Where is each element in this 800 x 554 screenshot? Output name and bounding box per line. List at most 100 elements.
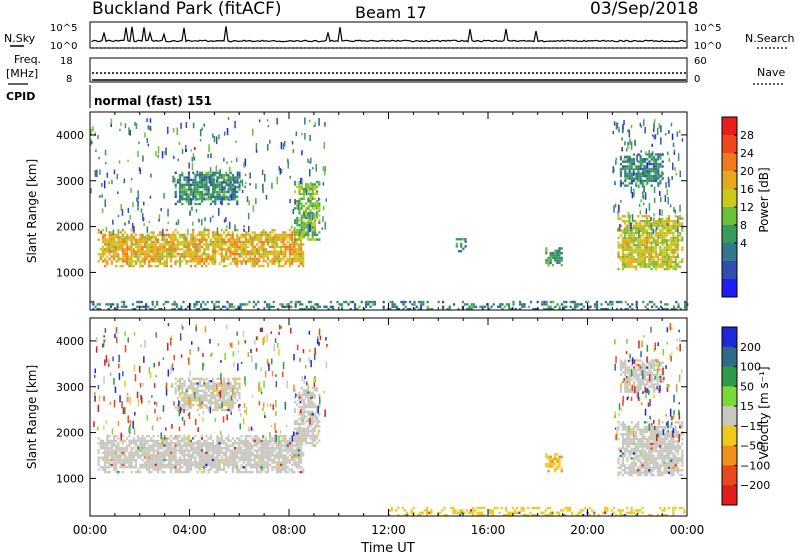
heatmap-cell	[223, 190, 225, 198]
heatmap-cell	[203, 250, 206, 253]
heatmap-cell	[284, 446, 287, 450]
heatmap-cell	[282, 238, 285, 241]
heatmap-cell	[554, 259, 557, 262]
heatmap-cell	[503, 305, 506, 308]
heatmap-cell	[632, 440, 635, 443]
heatmap-cell	[619, 182, 622, 185]
heatmap-cell	[307, 231, 310, 234]
heatmap-cell	[209, 384, 212, 388]
heatmap-cell	[212, 389, 215, 392]
heatmap-cell	[302, 209, 305, 212]
heatmap-cell	[650, 253, 653, 256]
heatmap-cell	[201, 195, 204, 198]
heatmap-cell	[225, 401, 228, 404]
heatmap-cell	[648, 241, 651, 244]
heatmap-cell	[194, 466, 197, 469]
heatmap-cell	[648, 227, 651, 230]
heatmap-cell	[661, 253, 664, 256]
heatmap-cell	[227, 387, 230, 390]
heatmap-cell	[260, 451, 263, 455]
heatmap-cell	[617, 251, 620, 254]
heatmap-cell	[225, 389, 228, 392]
heatmap-cell	[220, 468, 223, 471]
heatmap-cell	[630, 124, 633, 129]
heatmap-cell	[226, 225, 228, 229]
heatmap-cell	[402, 300, 405, 304]
heatmap-cell	[639, 154, 641, 157]
heatmap-cell	[238, 392, 241, 395]
heatmap-cell	[624, 442, 627, 446]
heatmap-cell	[301, 178, 303, 185]
heatmap-cell	[244, 158, 247, 167]
heatmap-cell	[574, 303, 577, 306]
heatmap-cell	[318, 403, 321, 406]
heatmap-cell	[201, 377, 204, 380]
heatmap-cell	[198, 454, 201, 457]
heatmap-cell	[642, 300, 645, 304]
heatmap-cell	[212, 176, 215, 179]
heatmap-cell	[137, 150, 139, 157]
heatmap-cell	[110, 451, 113, 455]
heatmap-cell	[104, 451, 107, 455]
heatmap-cell	[201, 389, 204, 392]
heatmap-cell	[652, 248, 655, 252]
heatmap-cell	[297, 449, 300, 452]
heatmap-cell	[201, 127, 203, 131]
heatmap-cell	[211, 260, 215, 263]
heatmap-cell	[545, 462, 548, 466]
heatmap-cell	[170, 442, 173, 445]
heatmap-cell	[653, 186, 656, 194]
heatmap-cell	[200, 255, 204, 258]
heatmap-cell	[446, 308, 449, 311]
heatmap-cell	[269, 260, 272, 263]
heatmap-cell	[651, 143, 653, 147]
heatmap-cell	[231, 451, 234, 455]
heatmap-cell	[106, 454, 109, 457]
heatmap-cell	[297, 463, 300, 467]
heatmap-cell	[617, 241, 620, 244]
heatmap-cell	[150, 257, 153, 261]
heatmap-cell	[253, 231, 256, 234]
heatmap-cell	[262, 468, 265, 471]
heatmap-cell	[193, 156, 196, 161]
heatmap-cell	[251, 451, 254, 455]
heatmap-cell	[519, 308, 522, 311]
heatmap-cell	[637, 248, 640, 252]
heatmap-cell	[632, 241, 635, 244]
heatmap-cell	[665, 219, 668, 223]
heatmap-cell	[668, 231, 671, 235]
heatmap-cell	[248, 225, 250, 232]
heatmap-cell	[132, 260, 135, 263]
heatmap-cell	[132, 264, 135, 268]
heatmap-cell	[192, 463, 195, 467]
heatmap-cell	[677, 305, 680, 308]
heatmap-cell	[145, 240, 149, 244]
heatmap-cell	[211, 458, 215, 462]
heatmap-cell	[170, 264, 173, 268]
heatmap-cell	[181, 444, 184, 447]
heatmap-cell	[90, 188, 92, 194]
heatmap-cell	[675, 172, 677, 176]
heatmap-cell	[174, 382, 177, 385]
heatmap-cell	[236, 257, 239, 261]
heatmap-cell	[650, 231, 653, 235]
heatmap-cell	[223, 377, 226, 380]
heatmap-cell	[231, 394, 234, 397]
heatmap-cell	[231, 444, 234, 447]
heatmap-cell	[249, 449, 252, 452]
heatmap-cell	[291, 243, 294, 246]
heatmap-cell	[282, 257, 285, 261]
heatmap-cell	[266, 240, 270, 244]
heatmap-cell	[179, 190, 182, 194]
heatmap-cell	[310, 305, 313, 308]
heatmap-cell	[132, 454, 135, 457]
heatmap-cell	[247, 434, 250, 438]
heatmap-cell	[635, 449, 638, 453]
noise-tick-left-bottom: 10^0	[50, 41, 77, 52]
heatmap-cell	[218, 190, 221, 194]
heatmap-cell	[286, 451, 289, 455]
heatmap-cell	[178, 252, 182, 256]
heatmap-cell	[200, 451, 204, 455]
heatmap-cell	[652, 251, 655, 254]
heatmap-cell	[641, 461, 644, 465]
